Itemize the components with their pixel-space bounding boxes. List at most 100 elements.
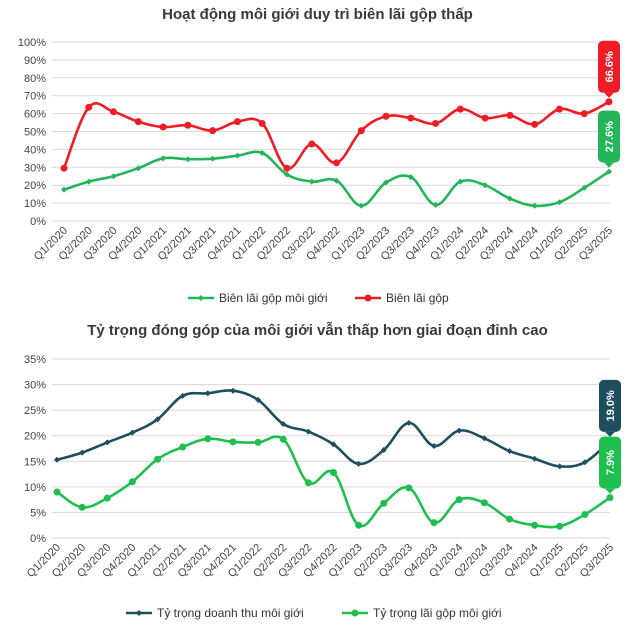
data-point (581, 184, 588, 191)
data-point (308, 178, 315, 185)
series-line (56, 389, 611, 468)
value-badge-label: 27.6% (604, 121, 616, 152)
data-point (234, 152, 241, 159)
data-point (431, 442, 438, 449)
y-tick-label: 20% (24, 180, 46, 192)
y-tick-label: 60% (24, 109, 46, 121)
data-point (85, 103, 93, 111)
legend-marker (136, 610, 142, 616)
data-point (555, 105, 563, 113)
data-point (184, 121, 192, 129)
data-point (380, 499, 388, 507)
data-point (383, 179, 390, 186)
data-point (407, 114, 415, 122)
data-point (104, 439, 111, 446)
data-point (259, 149, 266, 156)
y-tick-label: 20% (24, 431, 46, 443)
data-point (179, 443, 187, 451)
data-point (430, 519, 438, 527)
y-tick-label: 30% (24, 162, 46, 174)
data-point (432, 201, 439, 208)
value-badge-label: 66.6% (604, 51, 616, 82)
data-point (355, 460, 362, 467)
series-line (62, 100, 610, 170)
value-badge-pointer (605, 488, 615, 494)
series-line (56, 435, 611, 529)
data-point (128, 478, 136, 486)
data-point (54, 456, 60, 463)
y-tick-label: 30% (24, 380, 46, 392)
legend-marker (198, 295, 204, 301)
data-point (382, 112, 390, 120)
data-point (233, 118, 241, 126)
data-point (255, 396, 262, 403)
data-point (254, 438, 262, 446)
data-point (333, 177, 340, 184)
value-badge (598, 40, 620, 93)
data-point (110, 173, 117, 180)
data-point (135, 165, 142, 172)
data-point (380, 447, 387, 454)
legend-label: Tỷ trọng lãi gộp môi giới (373, 606, 502, 620)
y-tick-label: 70% (24, 91, 46, 103)
data-point (179, 392, 186, 399)
data-point (480, 499, 488, 507)
value-badge-label: 7.9% (605, 450, 617, 475)
data-point (330, 441, 337, 448)
chart2-title: Tỷ trọng đóng góp của môi giới vẫn thấp … (87, 322, 548, 339)
data-point (61, 186, 67, 193)
value-badge (598, 110, 620, 163)
data-point (505, 515, 513, 523)
data-point (160, 155, 167, 162)
data-point (556, 199, 563, 206)
data-point (481, 435, 488, 442)
data-point (482, 182, 489, 189)
data-point (103, 494, 111, 502)
data-point (506, 448, 513, 455)
chart1-title: Hoạt động môi giới duy trì biên lãi gộp … (162, 6, 473, 23)
data-point (606, 494, 614, 502)
y-tick-label: 40% (24, 144, 46, 156)
data-point (53, 488, 61, 496)
y-tick-label: 0% (30, 216, 46, 228)
value-badge (599, 379, 621, 432)
value-badge-label: 19.0% (605, 390, 617, 421)
legend-label: Biên lãi gộp (386, 291, 449, 305)
value-badge-pointer (604, 92, 614, 98)
legend-marker (364, 294, 372, 302)
data-point (580, 110, 588, 118)
data-point (531, 120, 539, 128)
legend-marker (351, 609, 359, 617)
y-tick-label: 5% (30, 507, 46, 519)
data-point (556, 463, 563, 470)
y-tick-label: 25% (24, 405, 46, 417)
data-point (184, 156, 191, 163)
data-point (258, 119, 266, 127)
legend-label: Tỷ trọng doanh thu môi giới (157, 606, 304, 620)
legend-label: Biên lãi gộp môi giới (219, 291, 328, 305)
data-point (154, 455, 162, 463)
data-point (531, 455, 538, 462)
data-point (134, 118, 142, 126)
data-point (405, 419, 412, 426)
data-point (358, 202, 365, 209)
data-point (531, 202, 538, 209)
value-badge (599, 436, 621, 489)
data-point (85, 178, 92, 185)
data-point (129, 429, 136, 436)
data-point (204, 390, 211, 397)
data-point (304, 479, 312, 487)
data-point (531, 521, 539, 529)
y-tick-label: 10% (24, 482, 46, 494)
data-point (407, 174, 414, 181)
data-point (78, 503, 86, 511)
y-tick-label: 80% (24, 73, 46, 85)
y-tick-label: 50% (24, 127, 46, 139)
y-tick-label: 0% (30, 533, 46, 545)
data-point (330, 469, 337, 477)
data-point (60, 164, 68, 172)
data-point (456, 105, 464, 113)
data-point (506, 111, 514, 119)
data-point (204, 435, 212, 443)
